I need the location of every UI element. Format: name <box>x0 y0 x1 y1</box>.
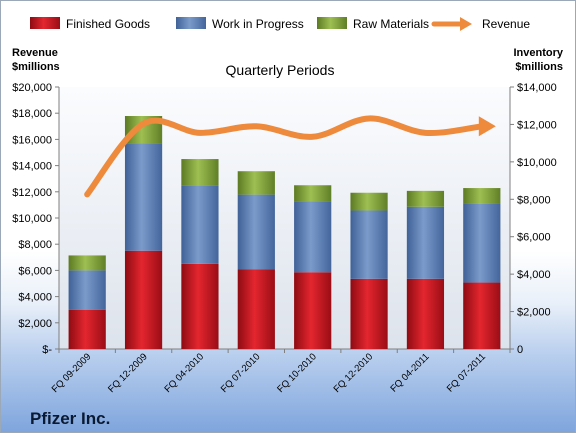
legend-label: Revenue <box>482 17 530 31</box>
legend-swatch <box>30 17 60 29</box>
bar-work-in-progress <box>463 203 501 283</box>
right-tick-label: $4,000 <box>517 269 551 281</box>
bar-finished-goods <box>463 282 501 349</box>
left-axis-title-line2: $millions <box>12 61 60 73</box>
bar-work-in-progress <box>350 210 388 279</box>
legend-label: Work in Progress <box>212 17 304 31</box>
legend-swatch <box>176 17 206 29</box>
bar-raw-materials <box>294 185 332 202</box>
x-tick-label: FQ 07-2011 <box>445 351 488 394</box>
bar-work-in-progress <box>294 201 332 273</box>
legend-swatch-arrow <box>460 17 472 31</box>
revenue-line <box>84 115 485 198</box>
x-tick-label: FQ 04-2010 <box>162 351 206 395</box>
bar-raw-materials <box>350 192 388 211</box>
x-tick-label: FQ 10-2010 <box>275 351 319 395</box>
left-tick-label: $- <box>42 344 52 356</box>
bar-raw-materials <box>181 159 219 186</box>
right-tick-label: $2,000 <box>517 307 551 319</box>
legend: Finished Goods Work in Progress Raw Materi… <box>30 17 530 31</box>
right-tick-label: $14,000 <box>517 82 557 94</box>
legend-item-raw-materials: Raw Materials <box>317 17 429 31</box>
legend-item-revenue: Revenue <box>431 17 530 31</box>
bar-finished-goods <box>406 278 445 349</box>
right-axis-title-line2: $millions <box>515 61 563 73</box>
bar-work-in-progress <box>68 270 106 310</box>
bar-work-in-progress <box>124 143 163 251</box>
left-tick-label: $20,000 <box>12 82 52 94</box>
legend-item-finished-goods: Finished Goods <box>30 17 150 31</box>
left-tick-label: $12,000 <box>12 187 52 199</box>
bar-work-in-progress <box>237 194 275 270</box>
legend-swatch <box>317 17 347 29</box>
left-tick-label: $4,000 <box>18 292 52 304</box>
bar-raw-materials <box>237 171 275 195</box>
bar-finished-goods <box>181 263 219 349</box>
bar-raw-materials <box>406 190 445 207</box>
right-tick-label: $8,000 <box>517 194 551 206</box>
left-tick-label: $6,000 <box>18 265 52 277</box>
x-tick-label: FQ 04-2011 <box>388 351 431 394</box>
company-label: Pfizer Inc. <box>30 409 110 428</box>
right-tick-label: $6,000 <box>517 232 551 244</box>
left-tick-label: $8,000 <box>18 239 52 251</box>
left-tick-label: $18,000 <box>12 108 52 120</box>
bar-raw-materials <box>463 188 501 204</box>
bar-raw-materials <box>68 255 106 271</box>
bar-finished-goods <box>294 272 332 349</box>
x-tick-label: FQ 12-2009 <box>106 351 150 395</box>
left-tick-label: $2,000 <box>18 318 52 330</box>
left-tick-label: $16,000 <box>12 134 52 146</box>
x-tick-label: FQ 09-2009 <box>50 351 94 395</box>
bar-work-in-progress <box>406 206 445 279</box>
right-tick-label: 0 <box>517 344 523 356</box>
right-axis-title-line1: Inventory <box>513 47 563 59</box>
bar-finished-goods <box>237 269 275 349</box>
legend-label: Raw Materials <box>353 17 429 31</box>
bar-finished-goods <box>124 250 163 349</box>
legend-item-work-in-progress: Work in Progress <box>176 17 304 31</box>
left-tick-label: $10,000 <box>12 213 52 225</box>
right-tick-label: $10,000 <box>517 157 557 169</box>
x-tick-label: FQ 07-2010 <box>219 351 263 395</box>
chart-title: Quarterly Periods <box>226 62 335 78</box>
legend-label: Finished Goods <box>66 17 150 31</box>
x-tick-label: FQ 12-2010 <box>332 351 376 395</box>
bar-finished-goods <box>68 309 106 349</box>
bar-finished-goods <box>350 278 388 349</box>
left-tick-label: $14,000 <box>12 161 52 173</box>
revenue-line-arrowhead <box>478 116 496 137</box>
right-tick-label: $12,000 <box>517 119 557 131</box>
bar-work-in-progress <box>181 185 219 264</box>
left-axis-title-line1: Revenue <box>12 47 58 59</box>
